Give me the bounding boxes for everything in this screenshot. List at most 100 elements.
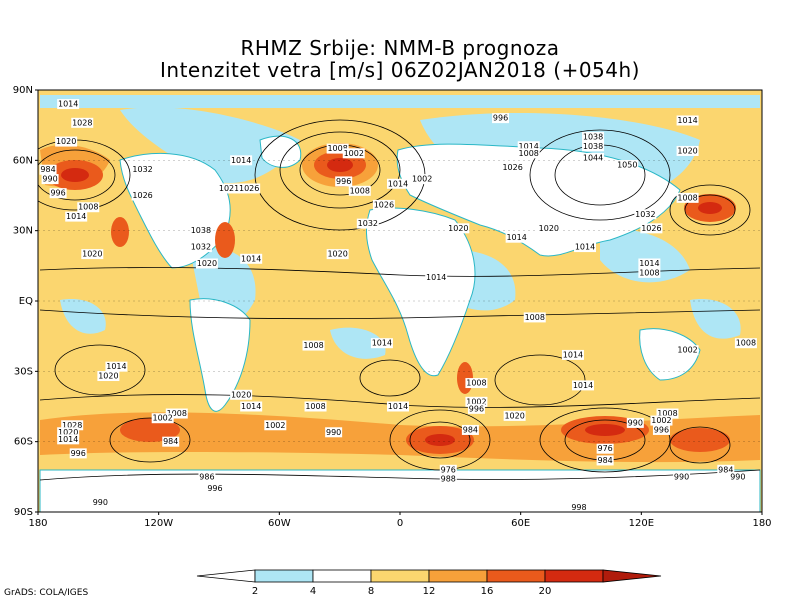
isobar-label-bg xyxy=(447,223,470,234)
isobar-label: 1026 xyxy=(502,163,522,172)
isobar-label: 1026 xyxy=(132,191,152,200)
isobar-label-bg xyxy=(57,434,80,445)
isobar-label-bg xyxy=(131,164,154,175)
isobar-label-bg xyxy=(198,471,216,482)
isobar-label: 1014 xyxy=(372,339,392,348)
isobar-label-bg xyxy=(165,408,188,419)
isobar-label-bg xyxy=(572,380,595,391)
isobar-label: 1020 xyxy=(197,259,217,268)
isobar-label-bg xyxy=(492,113,510,124)
isobar-label-bg xyxy=(676,345,699,356)
isobar-label-bg xyxy=(676,192,699,203)
isobar-label-bg xyxy=(77,202,100,213)
isobar-label: 986 xyxy=(199,472,214,481)
isobar-label: 1008 xyxy=(350,186,370,195)
isobar-label-bg xyxy=(61,420,84,431)
isobar-label: 1002 xyxy=(265,421,285,430)
isobar-label: 1002 xyxy=(344,149,364,158)
isobar-label-bg xyxy=(71,117,94,128)
isobar-label: 1014 xyxy=(506,233,526,242)
isobar-label-bg xyxy=(582,131,605,142)
isobar-label: 996 xyxy=(336,177,351,186)
isobar-label: 1020 xyxy=(539,224,559,233)
isobar-label-bg xyxy=(465,396,488,407)
isobar-label-bg xyxy=(537,223,560,234)
grads-credit: GrADS: COLA/IGES xyxy=(4,588,89,598)
isobar-label-bg xyxy=(561,349,584,360)
isobar-label-bg xyxy=(348,185,371,196)
colorbar-tick-label: 4 xyxy=(310,586,316,597)
isobar-label: 1032 xyxy=(635,210,655,219)
isobar-label: 1026 xyxy=(374,200,394,209)
isobar-label: 1002 xyxy=(677,346,697,355)
isobar-label: 1028 xyxy=(62,421,82,430)
isobar-label-bg xyxy=(439,474,457,485)
isobar-label: 1014 xyxy=(241,402,261,411)
isobar-label: 988 xyxy=(441,475,456,484)
lon-label: 180 xyxy=(752,518,771,529)
isobar-label-bg xyxy=(189,242,212,253)
isobar-label: 1020 xyxy=(677,146,697,155)
isobar-label: 1014 xyxy=(66,212,86,221)
isobar-label: 1014 xyxy=(58,435,78,444)
isobar-label: 1002 xyxy=(412,175,432,184)
isobar-label-bg xyxy=(230,389,253,400)
isobar-label-bg xyxy=(523,312,546,323)
isobar-label-bg xyxy=(41,174,59,185)
isobar-label: 1038 xyxy=(583,132,603,141)
isobar-label-bg xyxy=(386,401,409,412)
isobar-label-bg xyxy=(517,148,540,159)
colorbar-segment xyxy=(312,569,372,583)
colorbar-segment xyxy=(370,569,430,583)
isobar-label: 1014 xyxy=(58,100,78,109)
isobar-label: 1032 xyxy=(358,219,378,228)
isobar-label: 990 xyxy=(42,175,57,184)
isobar-label: 1002 xyxy=(466,397,486,406)
lon-label: 60E xyxy=(511,518,530,529)
isobar-label: 1008 xyxy=(639,268,659,277)
isobar-label-bg xyxy=(57,427,80,438)
isobar-label-bg xyxy=(467,403,485,414)
isobar-label: 984 xyxy=(40,165,55,174)
isobar-label: 1026 xyxy=(239,184,259,193)
isobar-label: 1050 xyxy=(617,161,637,170)
isobar-label-bg xyxy=(439,464,457,475)
lat-label: 60S xyxy=(14,437,33,448)
isobar-label-bg xyxy=(656,408,679,419)
isobar-label-bg xyxy=(425,272,448,283)
isobar-label-bg xyxy=(57,99,80,110)
isobar-label: 1014 xyxy=(426,273,446,282)
isobar-label: 1020 xyxy=(58,428,78,437)
colorbar-tick-label: 8 xyxy=(368,586,374,597)
lon-label: 0 xyxy=(397,518,403,529)
isobar-label: 1008 xyxy=(525,313,545,322)
isobar-label-bg xyxy=(673,471,691,482)
isobar-labels: 1014102810209849909961008101410321026103… xyxy=(39,99,757,512)
lon-label: 60W xyxy=(268,518,291,529)
isobar-label: 996 xyxy=(207,484,222,493)
isobar-label: 1020 xyxy=(504,411,524,420)
map-subtitle: Intenzitet vetra [m/s] 06Z02JAN2018 (+05… xyxy=(160,58,640,82)
isobar-label: 996 xyxy=(469,404,484,413)
lon-label: 180 xyxy=(28,518,47,529)
colorbar-segment xyxy=(428,569,488,583)
isobar-label-bg xyxy=(574,242,597,253)
isobar-label: 1008 xyxy=(519,149,539,158)
isobar-label: 1014 xyxy=(388,402,408,411)
isobar-label: 996 xyxy=(654,425,669,434)
isobar-label-bg xyxy=(162,436,180,447)
isobar-label-bg xyxy=(39,164,57,175)
isobar-label: 1008 xyxy=(305,402,325,411)
isobar-label-bg xyxy=(342,148,365,159)
isobar-label-bg xyxy=(49,188,67,199)
lon-label: 120E xyxy=(629,518,654,529)
isobar-label: 1014 xyxy=(677,116,697,125)
colorbar-high-arrow xyxy=(602,569,662,583)
isobar-label-bg xyxy=(302,340,325,351)
isobar-label-bg xyxy=(596,443,614,454)
isobar-label-bg xyxy=(356,218,379,229)
isobar-label-bg xyxy=(69,448,87,459)
isobar-label: 1020 xyxy=(56,137,76,146)
isobar-label: 1020 xyxy=(448,224,468,233)
